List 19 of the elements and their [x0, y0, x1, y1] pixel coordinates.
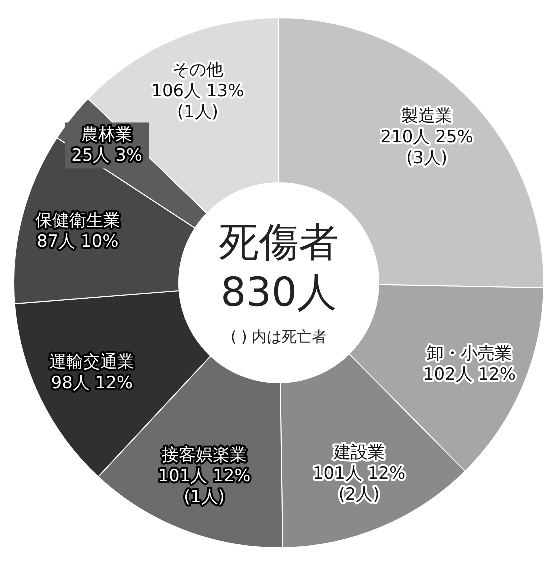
slice-label: 卸・小売業 — [427, 344, 512, 364]
slice-label: その他 — [172, 60, 224, 81]
data-label: 101人 12% (2人) — [312, 464, 406, 505]
text: ( ) 内は死亡者 — [230, 328, 328, 346]
data-label: 25人 3% — [72, 146, 143, 166]
text: 830人 — [220, 270, 338, 316]
slice-label: 農林業 — [82, 124, 133, 145]
slice-label: 運輸交通業 — [50, 352, 135, 372]
data-label: 210人 25% (3人) — [380, 127, 474, 168]
data-label: 98人 12% — [51, 373, 134, 394]
data-label: 106人 13% (1人) — [152, 82, 244, 123]
text: 死傷者 — [219, 220, 339, 266]
slice-label: 保健衛生業 — [35, 210, 120, 231]
data-label: 101人 12% (1人) — [158, 466, 251, 508]
slice-label: 製造業 — [402, 106, 453, 126]
slice-label: 建設業 — [332, 442, 385, 463]
data-label: 102人 12% — [423, 364, 516, 385]
slice-label: 接客娯楽業 — [162, 445, 248, 466]
data-label: 87人 10% — [37, 232, 119, 252]
